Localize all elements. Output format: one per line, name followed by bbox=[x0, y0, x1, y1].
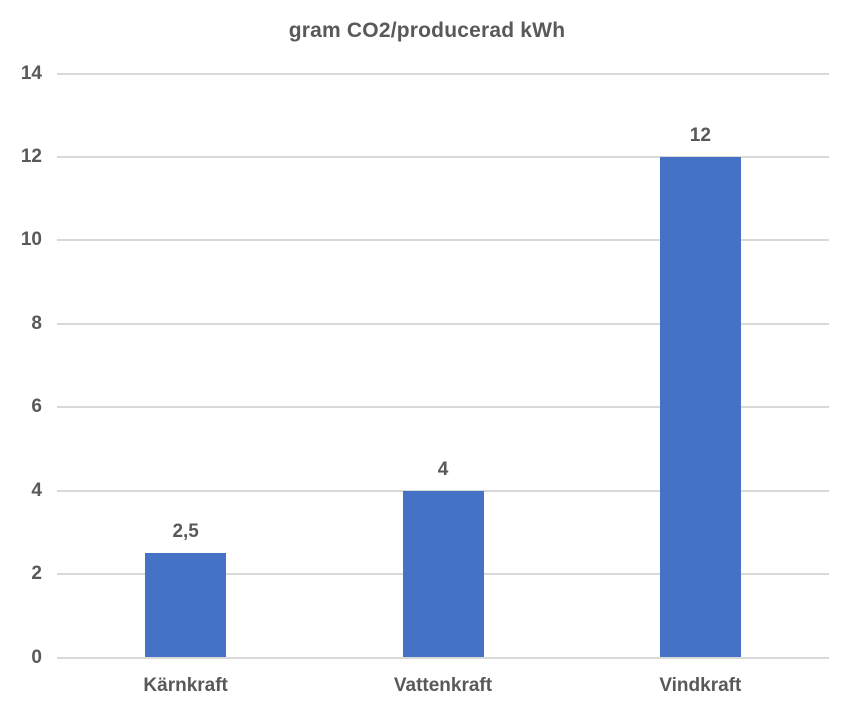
category-label: Vindkraft bbox=[659, 675, 742, 696]
gridline bbox=[57, 72, 829, 75]
y-tick-label: 2 bbox=[31, 563, 42, 585]
x-axis-line bbox=[57, 656, 829, 659]
gridline bbox=[57, 155, 829, 158]
bar-kärnkraft bbox=[145, 553, 227, 658]
y-tick-label: 4 bbox=[31, 479, 42, 501]
bar-value-label: 12 bbox=[689, 124, 711, 146]
gridline bbox=[57, 322, 829, 325]
gridline bbox=[57, 406, 829, 409]
y-tick-label: 6 bbox=[31, 396, 42, 418]
bar-vattenkraft bbox=[402, 490, 484, 658]
gridline bbox=[57, 239, 829, 242]
bar-value-label: 2,5 bbox=[172, 521, 199, 543]
y-tick-label: 8 bbox=[31, 312, 42, 334]
y-tick-label: 10 bbox=[20, 229, 42, 251]
category-label: Vattenkraft bbox=[393, 675, 493, 696]
category-label: Kärnkraft bbox=[143, 675, 228, 696]
y-tick-label: 0 bbox=[31, 646, 42, 668]
y-tick-label: 12 bbox=[20, 145, 42, 167]
bar-value-label: 4 bbox=[437, 458, 449, 480]
y-tick-label: 14 bbox=[20, 62, 42, 84]
bar-vindkraft bbox=[659, 156, 741, 658]
chart-title: gram CO2/producerad kWh bbox=[288, 19, 566, 42]
